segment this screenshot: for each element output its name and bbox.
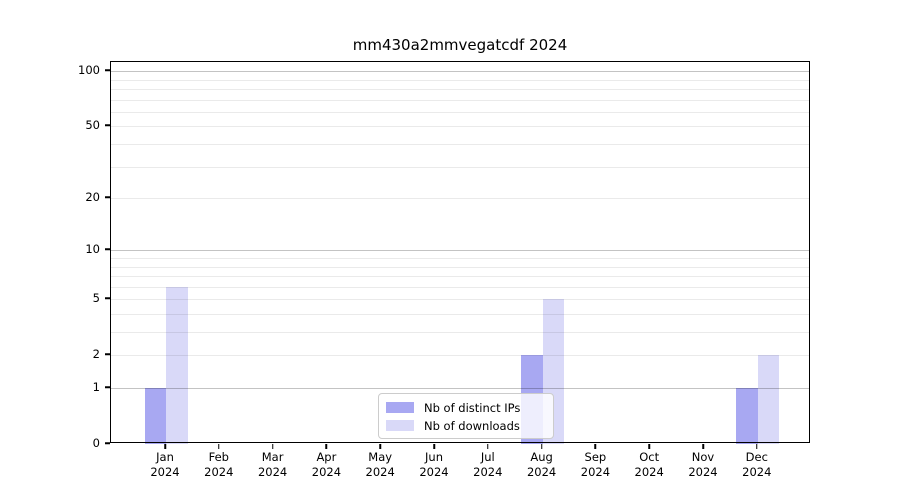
x-tick-month: Jul [480,450,495,464]
minor-gridline [111,79,809,81]
x-tick-mark [648,444,650,449]
x-tick-mark [379,444,381,449]
x-axis-tick-label: Sep 2024 [563,450,627,480]
minor-gridline [111,89,809,91]
major-gridline [111,250,809,252]
x-axis-tick-label: Apr 2024 [294,450,358,480]
legend-swatch-distinct-ips [386,402,414,413]
x-tick-mark [540,444,543,449]
x-tick-month: Nov [691,450,715,464]
y-tick-mark [105,124,110,127]
x-tick-mark [325,444,328,449]
x-axis-tick-label: Mar 2024 [241,450,305,480]
x-tick-month: Apr [316,450,337,464]
x-tick-year: 2024 [688,465,718,479]
x-tick-month: Aug [530,450,553,464]
x-tick-mark [271,444,274,449]
plot-area [110,61,810,444]
x-axis-tick-label: Aug 2024 [510,450,574,480]
y-tick-mark [105,248,110,251]
y-tick-mark [105,297,110,300]
x-axis-tick-label: Jul 2024 [456,450,520,480]
x-tick-year: 2024 [311,465,342,479]
x-tick-mark [218,444,220,449]
minor-gridline [111,144,809,146]
minor-gridline [111,112,809,114]
major-gridline [111,71,809,73]
x-tick-month: Sep [584,450,607,464]
x-tick-mark [487,444,489,449]
x-axis-tick-label: Jun 2024 [402,450,466,480]
x-axis-tick-label: Nov 2024 [671,450,735,480]
minor-gridline [111,314,809,316]
legend-entry: Nb of distinct IPs [386,399,546,416]
minor-gridline [111,355,809,357]
x-tick-year: 2024 [526,465,557,479]
x-tick-mark [756,444,758,449]
x-tick-year: 2024 [742,465,772,479]
bar-distinct-ips [144,388,166,444]
x-axis-tick-label: Oct 2024 [617,450,681,480]
y-tick-mark [105,386,110,388]
x-axis-tick-label: Feb 2024 [187,450,251,480]
x-tick-month: Feb [208,450,229,464]
bar-downloads [757,355,780,444]
y-axis-tick-label: 1 [92,380,100,395]
x-axis-tick-label: Jan 2024 [133,450,197,480]
chart-title: mm430a2mmvegatcdf 2024 [352,36,568,54]
minor-gridline [111,166,809,168]
legend-label: Nb of distinct IPs [424,400,521,415]
bar-distinct-ips [736,388,758,444]
minor-gridline [111,286,809,288]
x-tick-year: 2024 [150,465,180,479]
y-axis-tick-label: 2 [92,347,100,362]
y-tick-mark [105,442,110,444]
x-axis-tick-label: May 2024 [348,450,412,480]
x-tick-year: 2024 [580,465,611,479]
minor-gridline [111,276,809,278]
x-tick-year: 2024 [257,465,288,479]
y-tick-mark [105,196,110,198]
x-tick-month: Jun [425,450,443,464]
y-tick-mark [105,353,110,356]
minor-gridline [111,126,809,128]
y-axis-tick-label: 5 [92,291,100,306]
legend-label: Nb of downloads [424,418,520,433]
y-tick-mark [105,69,110,72]
y-axis-tick-label: 100 [78,63,100,78]
x-tick-month: Oct [639,450,660,464]
minor-gridline [111,198,809,200]
x-tick-year: 2024 [634,465,664,479]
x-tick-mark [433,444,435,449]
y-axis-tick-label: 20 [85,190,100,205]
minor-gridline [111,99,809,101]
x-tick-mark [164,444,166,449]
legend: Nb of distinct IPs Nb of downloads [378,393,554,439]
x-tick-year: 2024 [365,465,395,479]
x-axis-tick-label: Dec 2024 [725,450,789,480]
y-axis-tick-label: 0 [92,436,100,450]
legend-swatch-downloads [386,420,414,431]
minor-gridline [111,258,809,260]
x-tick-mark [594,444,597,449]
major-gridline [111,388,809,390]
legend-entry: Nb of downloads [386,417,546,434]
x-tick-month: Jan [156,450,174,464]
y-axis-tick-label: 10 [85,242,100,257]
x-tick-year: 2024 [419,465,449,479]
minor-gridline [111,266,809,268]
bar-downloads [166,286,188,444]
x-tick-year: 2024 [204,465,234,479]
y-axis-tick-label: 50 [85,118,100,133]
x-tick-month: May [368,450,393,464]
x-tick-month: Mar [261,450,284,464]
x-tick-year: 2024 [473,465,503,479]
x-tick-mark [702,444,704,449]
minor-gridline [111,332,809,334]
minor-gridline [111,299,809,301]
x-tick-month: Dec [745,450,768,464]
